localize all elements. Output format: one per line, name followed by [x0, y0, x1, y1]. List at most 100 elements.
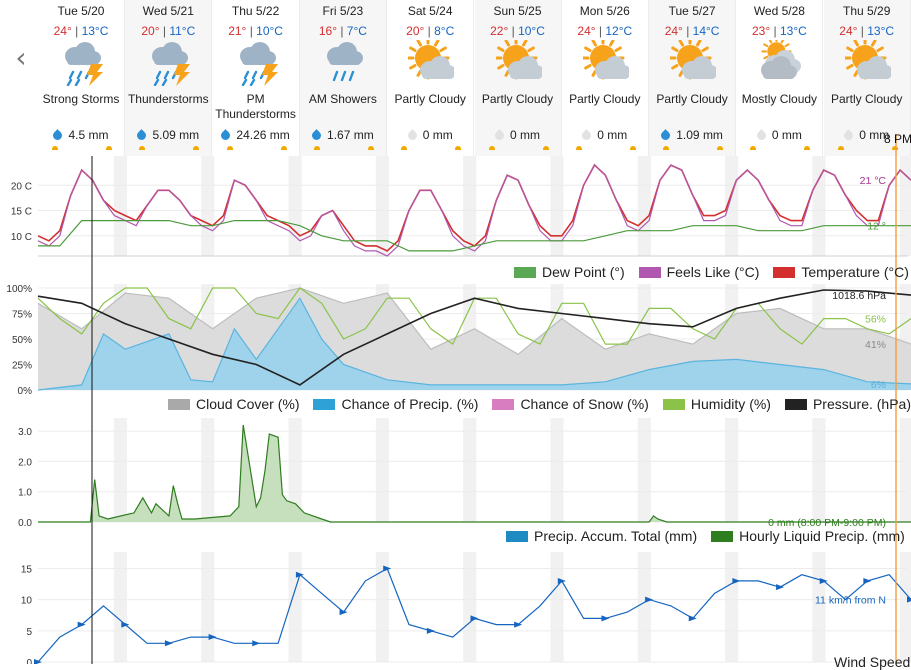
series-line: [38, 424, 911, 523]
day-high-temp: 24°: [577, 24, 596, 38]
day-date: Thu 5/22: [231, 4, 280, 18]
legend-item[interactable]: Feels Like (°C): [638, 264, 759, 280]
day-date: Fri 5/23: [322, 4, 364, 18]
sun-markers: [213, 146, 299, 154]
night-band: [899, 418, 911, 522]
legend-label: Dew Point (°): [542, 264, 625, 280]
current-value-label: 41%: [865, 339, 886, 351]
day-column[interactable]: Thu 5/22 21° | 10°C PM Thunderstorms 24.26 …: [213, 0, 300, 156]
night-band: [463, 552, 477, 662]
current-value-label: 21 °C: [860, 175, 887, 187]
legend-item[interactable]: Humidity (%): [662, 396, 771, 412]
night-band: [637, 156, 651, 256]
day-precip-amount: 0 mm: [771, 128, 802, 142]
day-column[interactable]: Sat 5/24 20° | 8°C Partly Cloudy 0 mm: [387, 0, 475, 156]
legend-swatch: [506, 530, 528, 542]
day-precip-amount: 0 mm: [510, 128, 540, 142]
night-band: [375, 552, 389, 662]
day-temps: 20° | 8°C: [406, 24, 455, 38]
night-band: [375, 156, 389, 256]
day-column[interactable]: Mon 5/26 24° | 12°C Partly Cloudy 0 mm: [562, 0, 649, 156]
day-precip-amount: 1.67 mm: [327, 128, 374, 142]
wind-arrow-marker: [34, 659, 42, 664]
showers-icon: [326, 42, 363, 82]
day-column[interactable]: Thu 5/29 24° | 13°C Partly Cloudy 0 mm: [823, 0, 911, 156]
day-condition: Mostly Cloudy: [741, 92, 818, 106]
day-column[interactable]: Fri 5/23 16° | 7°C AM Showers 1.67 mm: [299, 0, 387, 156]
current-value-label: 1018.6 hPa: [832, 290, 886, 302]
y-tick-label: 25%: [12, 361, 32, 372]
series-line: [37, 287, 911, 356]
day-temps: 22° | 10°C: [490, 24, 545, 38]
day-low-temp: 10°C: [518, 24, 545, 38]
day-column[interactable]: Sun 5/25 22° | 10°C Partly Cloudy 0 mm: [474, 0, 562, 156]
day-column[interactable]: Tue 5/27 24° | 14°C Partly Cloudy 1.09 mm: [649, 0, 737, 156]
y-tick-label: 1.0: [18, 488, 32, 499]
back-chevron-icon[interactable]: ‹: [15, 40, 27, 74]
wind-arrow-marker: [339, 609, 348, 616]
sun-markers: [649, 146, 735, 154]
day-precip-amount: 1.09 mm: [676, 128, 723, 142]
day-condition: Partly Cloudy: [569, 92, 641, 106]
day-date: Mon 5/26: [579, 4, 630, 18]
day-low-temp: 8°C: [434, 24, 455, 38]
legend-item[interactable]: Temperature (°C): [773, 264, 909, 280]
legend-item[interactable]: Chance of Snow (%): [492, 396, 649, 412]
cursor-time-label: 8 PM: [884, 132, 911, 146]
night-band: [637, 552, 651, 662]
mostly-cloudy-icon: [761, 40, 802, 79]
thunderstorm-icon: [65, 42, 103, 86]
night-band: [288, 418, 302, 522]
sun-markers: [824, 146, 910, 154]
night-band: [113, 418, 128, 522]
legend-swatch: [711, 530, 734, 542]
y-tick-label: 0.0: [18, 518, 32, 529]
day-precip-amount: 0 mm: [859, 128, 890, 142]
current-value-label: 6%: [871, 379, 886, 391]
y-tick-label: 10 C: [11, 232, 32, 243]
night-band: [812, 418, 826, 522]
partly-cloudy-icon: [844, 40, 891, 80]
day-high-temp: 24°: [839, 24, 858, 38]
day-low-temp: 13°C: [779, 24, 807, 38]
y-tick-label: 2.0: [18, 457, 32, 468]
legend-swatch: [168, 398, 190, 410]
legend-swatch: [514, 266, 536, 278]
day-condition: Partly Cloudy: [656, 92, 728, 106]
legend-item[interactable]: Hourly Liquid Precip. (mm): [711, 528, 905, 544]
legend-item[interactable]: Precip. Accum. Total (mm): [506, 528, 697, 544]
night-band: [375, 418, 389, 522]
legend-label: Precip. Accum. Total (mm): [534, 528, 698, 544]
legend-swatch: [662, 398, 685, 410]
day-low-temp: 13°C: [81, 24, 109, 38]
day-column[interactable]: Wed 5/21 20° | 11°C Thunderstorms 5.09 mm: [125, 0, 213, 156]
wind-legend-label: Wind Speed: [834, 654, 911, 670]
day-precip: 0 mm: [475, 128, 561, 143]
day-temps: 23° | 13°C: [752, 24, 807, 38]
day-precip: 4.5 mm: [38, 128, 124, 143]
sun-markers: [475, 146, 561, 154]
night-band: [201, 552, 215, 662]
legend-label: Chance of Snow (%): [520, 396, 649, 412]
night-band: [288, 156, 302, 256]
legend-item[interactable]: Cloud Cover (%): [168, 396, 299, 412]
current-value-label: 11 km/h from N: [815, 595, 886, 607]
current-value-label: 21 °C: [860, 175, 887, 187]
y-tick-label: 20 C: [11, 181, 32, 192]
legend-item[interactable]: Pressure. (hPa): [784, 396, 911, 412]
sun-markers: [562, 146, 648, 154]
night-band: [550, 156, 564, 256]
day-date: Sun 5/25: [493, 4, 542, 18]
wind-arrow-marker: [819, 577, 828, 584]
day-low-temp: 12°C: [605, 24, 633, 38]
legend-item[interactable]: Chance of Precip. (%): [313, 396, 478, 412]
legend-swatch: [492, 398, 515, 410]
day-column[interactable]: Tue 5/20 24° | 13°C Strong Storms 4.5 mm: [38, 0, 125, 156]
legend-item[interactable]: Dew Point (°): [514, 264, 625, 280]
day-column[interactable]: Wed 5/28 23° | 13°C Mostly Cloudy 0 mm: [736, 0, 824, 156]
day-temps: 24° | 13°C: [53, 24, 109, 38]
legend-swatch: [638, 266, 661, 278]
day-low-temp: 11°C: [169, 24, 196, 38]
wind-arrow-marker: [252, 640, 261, 647]
night-band: [113, 552, 128, 662]
